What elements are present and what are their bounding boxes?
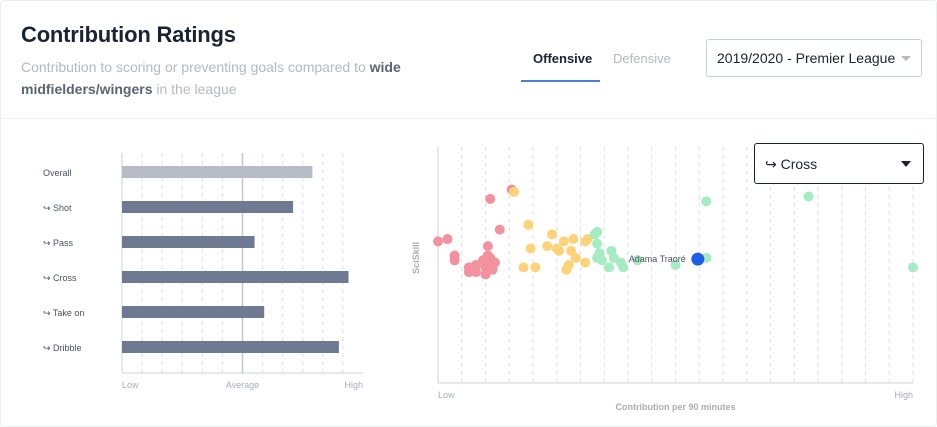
scatter-point-yellow — [558, 236, 569, 247]
scatter-point-green — [608, 252, 619, 263]
tab-offensive[interactable]: Offensive — [533, 51, 593, 66]
scatter-point-red — [449, 255, 460, 266]
scatter-point-yellow — [570, 252, 581, 263]
scatter-point-green — [803, 191, 814, 202]
bar — [122, 271, 349, 283]
scatter-point-red — [494, 224, 505, 235]
bar — [122, 166, 313, 178]
bar-category-label: ↪ Take on — [43, 308, 84, 318]
scatter-point-yellow — [582, 234, 593, 245]
scatter-point-green — [592, 226, 603, 237]
x-tick-label-average: Average — [226, 380, 259, 390]
scatter-point-green — [596, 255, 607, 266]
contribution-scatter-chart: Adama Traoré Low High Contribution per 90 m… — [411, 147, 918, 412]
metric-select[interactable]: ↪ Cross — [754, 143, 924, 184]
bar — [122, 341, 339, 353]
tab-defensive[interactable]: Defensive — [613, 51, 671, 66]
chevron-down-icon — [901, 56, 911, 61]
scatter-point-red — [471, 267, 481, 278]
x-axis-title: Contribution per 90 minutes — [615, 402, 735, 412]
bar — [122, 236, 255, 248]
subtitle-text: Contribution to scoring or preventing go… — [21, 59, 366, 75]
bar-category-label: Overall — [43, 168, 72, 178]
scatter-point-green — [701, 196, 712, 207]
x-tick-label-low: Low — [122, 380, 139, 390]
x-tick-label-low: Low — [438, 390, 455, 400]
scatter-point-red — [490, 257, 500, 268]
scatter-point-yellow — [563, 260, 574, 270]
active-tab-indicator — [521, 80, 600, 82]
x-tick-label-high: High — [344, 380, 363, 390]
bar — [122, 201, 294, 213]
metric-select-value: ↪ Cross — [765, 156, 818, 172]
scatter-point-yellow — [542, 241, 553, 252]
scatter-point-yellow — [547, 229, 557, 240]
scatter-point-yellow — [509, 186, 519, 197]
subtitle-position-group: wide midfielders/wingers — [21, 59, 401, 97]
scatter-point-red — [480, 269, 491, 280]
bar-category-label: ↪ Pass — [43, 238, 74, 248]
scatter-point-red — [463, 267, 474, 278]
x-tick-label-high: High — [894, 390, 913, 400]
scatter-point-red — [433, 236, 443, 247]
y-axis-title: SciSkill — [411, 242, 421, 274]
bar-category-label: ↪ Shot — [43, 203, 72, 213]
season-select-value: 2019/2020 - Premier League — [717, 50, 896, 66]
scatter-point-green — [908, 262, 918, 273]
scatter-point-yellow — [568, 234, 579, 245]
bar — [122, 306, 265, 318]
page-title: Contribution Ratings — [21, 22, 236, 47]
scatter-point-yellow — [523, 219, 534, 230]
bar-category-label: ↪ Dribble — [43, 343, 82, 353]
scatter-point-green — [604, 262, 614, 273]
page-subtitle: Contribution to scoring or preventing go… — [21, 56, 421, 100]
chevron-down-icon — [901, 161, 911, 167]
scatter-point-yellow — [554, 245, 565, 256]
highlighted-player-point — [691, 252, 705, 266]
scatter-point-red — [442, 234, 453, 245]
scatter-point-yellow — [525, 243, 536, 254]
header-divider — [0, 118, 935, 119]
scatter-point-green — [670, 260, 681, 270]
scatter-point-yellow — [530, 262, 541, 273]
scatter-point-red — [482, 241, 493, 252]
scatter-point-yellow — [518, 262, 529, 273]
scatter-point-green — [615, 257, 626, 268]
bar-category-label: ↪ Cross — [43, 273, 77, 283]
highlighted-player-label: Adama Traoré — [629, 254, 686, 264]
subtitle-suffix: in the league — [152, 81, 237, 97]
scatter-point-red — [485, 193, 496, 204]
ratings-bar-chart: Overall ↪ Shot ↪ Pass ↪ Cross ↪ Take on ↪ Dri… — [43, 153, 363, 390]
scatter-point-yellow — [580, 257, 591, 268]
scatter-point-yellow — [566, 245, 576, 256]
scatter-point-green — [592, 238, 603, 249]
scatter-point-green — [632, 255, 643, 266]
season-select[interactable]: 2019/2020 - Premier League — [706, 39, 922, 77]
scatter-point-red — [471, 260, 481, 270]
